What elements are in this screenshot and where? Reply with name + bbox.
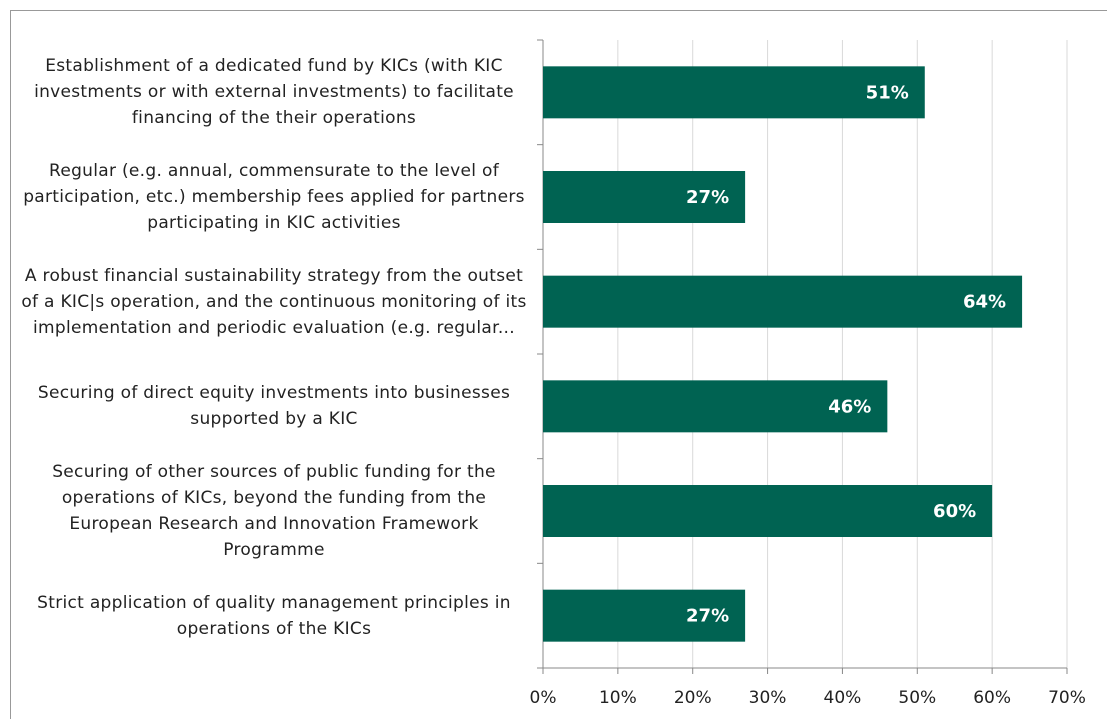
value-label: 46% bbox=[828, 396, 871, 417]
x-tick-label: 60% bbox=[973, 688, 1011, 708]
bar bbox=[543, 589, 746, 642]
chart-border bbox=[10, 10, 1107, 719]
x-tick-label: 20% bbox=[674, 688, 712, 708]
value-label: 60% bbox=[933, 501, 976, 522]
y-tick-label: Strict application of quality management… bbox=[37, 592, 511, 639]
bar bbox=[543, 66, 925, 119]
bar bbox=[543, 275, 1023, 328]
bar bbox=[543, 485, 993, 537]
x-tick-label: 70% bbox=[1048, 688, 1086, 708]
y-tick-label: Regular (e.g. annual, commensurate to th… bbox=[23, 160, 525, 233]
value-label: 64% bbox=[963, 292, 1006, 313]
y-tick-label: Securing of other sources of public fund… bbox=[52, 461, 496, 560]
x-tick-label: 0% bbox=[530, 688, 557, 708]
y-tick-label: Establishment of a dedicated fund by KIC… bbox=[34, 56, 514, 129]
x-tick-label: 10% bbox=[599, 688, 637, 708]
value-label: 27% bbox=[686, 606, 729, 627]
x-tick-label: 40% bbox=[824, 688, 862, 708]
bar bbox=[543, 171, 746, 223]
value-label: 51% bbox=[866, 82, 909, 103]
y-tick-label: Securing of direct equity investments in… bbox=[37, 383, 511, 430]
value-label: 27% bbox=[686, 187, 729, 208]
x-tick-label: 50% bbox=[898, 688, 936, 708]
x-tick-label: 30% bbox=[749, 688, 787, 708]
bar bbox=[543, 380, 888, 433]
y-tick-label: A robust financial sustainability strate… bbox=[21, 265, 527, 338]
